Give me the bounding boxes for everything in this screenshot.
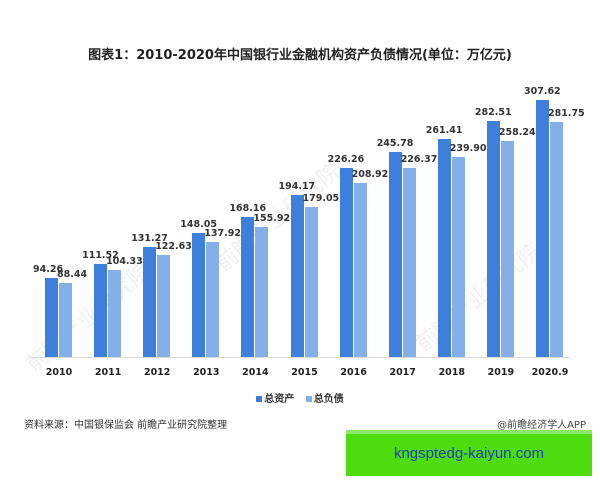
value-label-assets: 148.05 xyxy=(180,219,217,231)
value-label-assets: 307.62 xyxy=(524,86,561,98)
value-label-assets: 226.26 xyxy=(327,154,365,166)
value-label-liabilities: 155.92 xyxy=(253,212,291,224)
bar-total-assets xyxy=(437,138,451,357)
bar-total-assets xyxy=(94,263,108,357)
x-tick-label: 2010 xyxy=(45,367,73,378)
x-tick-label: 2016 xyxy=(340,367,367,378)
value-label-liabilities: 226.37 xyxy=(400,153,438,165)
bar-total-liabilities xyxy=(402,167,416,357)
value-label-liabilities: 104.33 xyxy=(106,255,143,267)
bar-total-liabilities xyxy=(500,141,514,357)
bar-total-assets xyxy=(339,168,353,357)
value-label-liabilities: 258.24 xyxy=(498,127,536,139)
banner-text[interactable]: kngsptedg-kaiyun.com xyxy=(393,445,545,462)
value-label-assets: 111.52 xyxy=(82,249,119,261)
value-label-liabilities: 239.90 xyxy=(449,142,487,154)
value-label-liabilities: 208.92 xyxy=(351,168,389,180)
bar-total-liabilities xyxy=(550,121,563,357)
legend-swatch-liabilities xyxy=(305,396,312,402)
value-label-liabilities: 137.92 xyxy=(204,227,241,239)
legend-label-assets: 总资产 xyxy=(264,394,295,405)
bar-total-liabilities xyxy=(353,182,367,357)
x-tick-label: 2019 xyxy=(487,367,515,378)
x-tick-label: 2014 xyxy=(242,367,269,378)
value-label-liabilities: 281.75 xyxy=(548,107,585,119)
value-label-assets: 282.51 xyxy=(474,107,512,119)
bar-total-liabilities xyxy=(206,241,220,357)
bar-total-liabilities xyxy=(304,207,318,357)
value-label-assets: 245.78 xyxy=(376,137,414,149)
x-tick-label: 2011 xyxy=(94,367,122,378)
bar-total-assets xyxy=(486,121,500,357)
value-label-assets: 261.41 xyxy=(425,124,463,136)
legend: 总资产 总负债 xyxy=(0,390,600,405)
bar-total-liabilities xyxy=(451,156,465,357)
x-axis-line xyxy=(30,357,570,358)
bar-total-liabilities xyxy=(108,269,122,357)
chart-title: 图表1：2010-2020年中国银行业金融机构资产负债情况(单位：万亿元) xyxy=(88,48,512,63)
value-label-liabilities: 88.44 xyxy=(57,269,88,281)
bar-total-assets xyxy=(143,247,157,357)
bar-total-assets xyxy=(536,100,549,357)
value-label-assets: 194.17 xyxy=(278,180,316,192)
source-note: 资料来源：中国银保监会 前瞻产业研究院整理 xyxy=(24,420,228,431)
x-tick-label: 2012 xyxy=(143,367,171,378)
watermark: 前瞻产业研究院 xyxy=(411,238,546,357)
x-tick-label: 2018 xyxy=(438,367,466,378)
x-tick-label: 2017 xyxy=(389,367,416,378)
value-label-liabilities: 179.05 xyxy=(302,193,340,205)
value-label-assets: 168.16 xyxy=(229,202,267,214)
x-tick-label: 2013 xyxy=(193,367,220,378)
legend-swatch-assets xyxy=(256,396,263,402)
bar-total-assets xyxy=(388,151,402,357)
bar-total-assets xyxy=(241,216,255,357)
value-label-assets: 131.27 xyxy=(131,233,168,245)
x-tick-label: 2015 xyxy=(291,367,318,378)
bar-total-liabilities xyxy=(255,226,269,357)
legend-item-liabilities: 总负债 xyxy=(305,394,344,405)
bar-total-liabilities xyxy=(59,283,72,357)
bar-total-assets xyxy=(192,233,206,357)
value-label-assets: 94.26 xyxy=(33,264,64,276)
promo-banner[interactable]: kngsptedg-kaiyun.com xyxy=(346,430,592,476)
legend-label-liabilities: 总负债 xyxy=(313,394,344,405)
credit-note: @前瞻经济学人APP xyxy=(497,420,586,431)
value-label-liabilities: 122.63 xyxy=(155,240,192,252)
legend-item-assets: 总资产 xyxy=(256,394,294,405)
x-tick-label: 2020.9 xyxy=(531,367,569,378)
bar-total-assets xyxy=(45,278,58,357)
bar-total-liabilities xyxy=(157,254,171,357)
bar-total-assets xyxy=(290,194,304,357)
